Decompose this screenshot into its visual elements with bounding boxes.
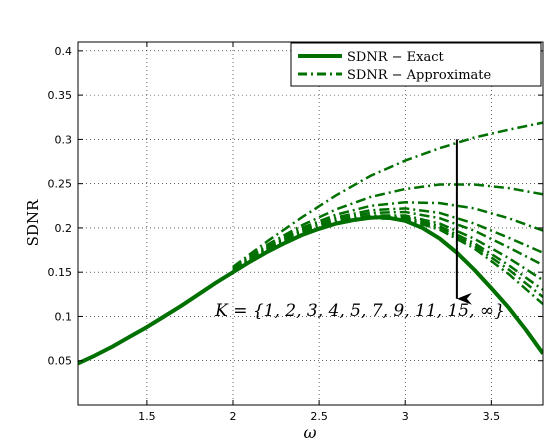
exact-series-line xyxy=(78,215,543,366)
legend-box xyxy=(290,42,542,87)
y-tick-label: 0.35 xyxy=(48,89,73,102)
approximate-series-line-1 xyxy=(232,121,543,268)
x-tick-label: 2.5 xyxy=(310,410,328,423)
annotation-label: K = {1, 2, 3, 4, 5, 7, 9, 11, 15, ∞} xyxy=(214,301,505,321)
plot-frame xyxy=(77,41,544,406)
y-axis-title: SDNR xyxy=(24,199,42,246)
x-tick-label: 3.5 xyxy=(483,410,501,423)
y-tick-label: 0.2 xyxy=(55,222,73,235)
x-tick-label: 1.5 xyxy=(138,410,156,423)
y-tick-label: 0.1 xyxy=(55,310,73,323)
legend-label-approximate: SDNR − Approximate xyxy=(347,68,492,83)
approximate-series-line-6 xyxy=(232,214,543,282)
y-tick-label: 0.05 xyxy=(48,355,73,368)
annotation: K = {1, 2, 3, 4, 5, 7, 9, 11, 15, ∞} xyxy=(214,139,505,321)
x-tick-label: 2 xyxy=(230,410,237,423)
approximate-series-line-2 xyxy=(232,183,543,269)
y-tick-label: 0.25 xyxy=(48,178,73,191)
y-tick-label: 0.4 xyxy=(55,45,73,58)
y-tick-label: 0.3 xyxy=(55,133,73,146)
x-axis-title: ω xyxy=(303,423,316,442)
y-tick-label: 0.15 xyxy=(48,266,73,279)
legend: SDNR − Exact SDNR − Approximate xyxy=(290,42,542,87)
series-group xyxy=(78,121,543,366)
legend-label-exact: SDNR − Exact xyxy=(347,50,445,65)
x-tick-label: 3 xyxy=(402,410,409,423)
